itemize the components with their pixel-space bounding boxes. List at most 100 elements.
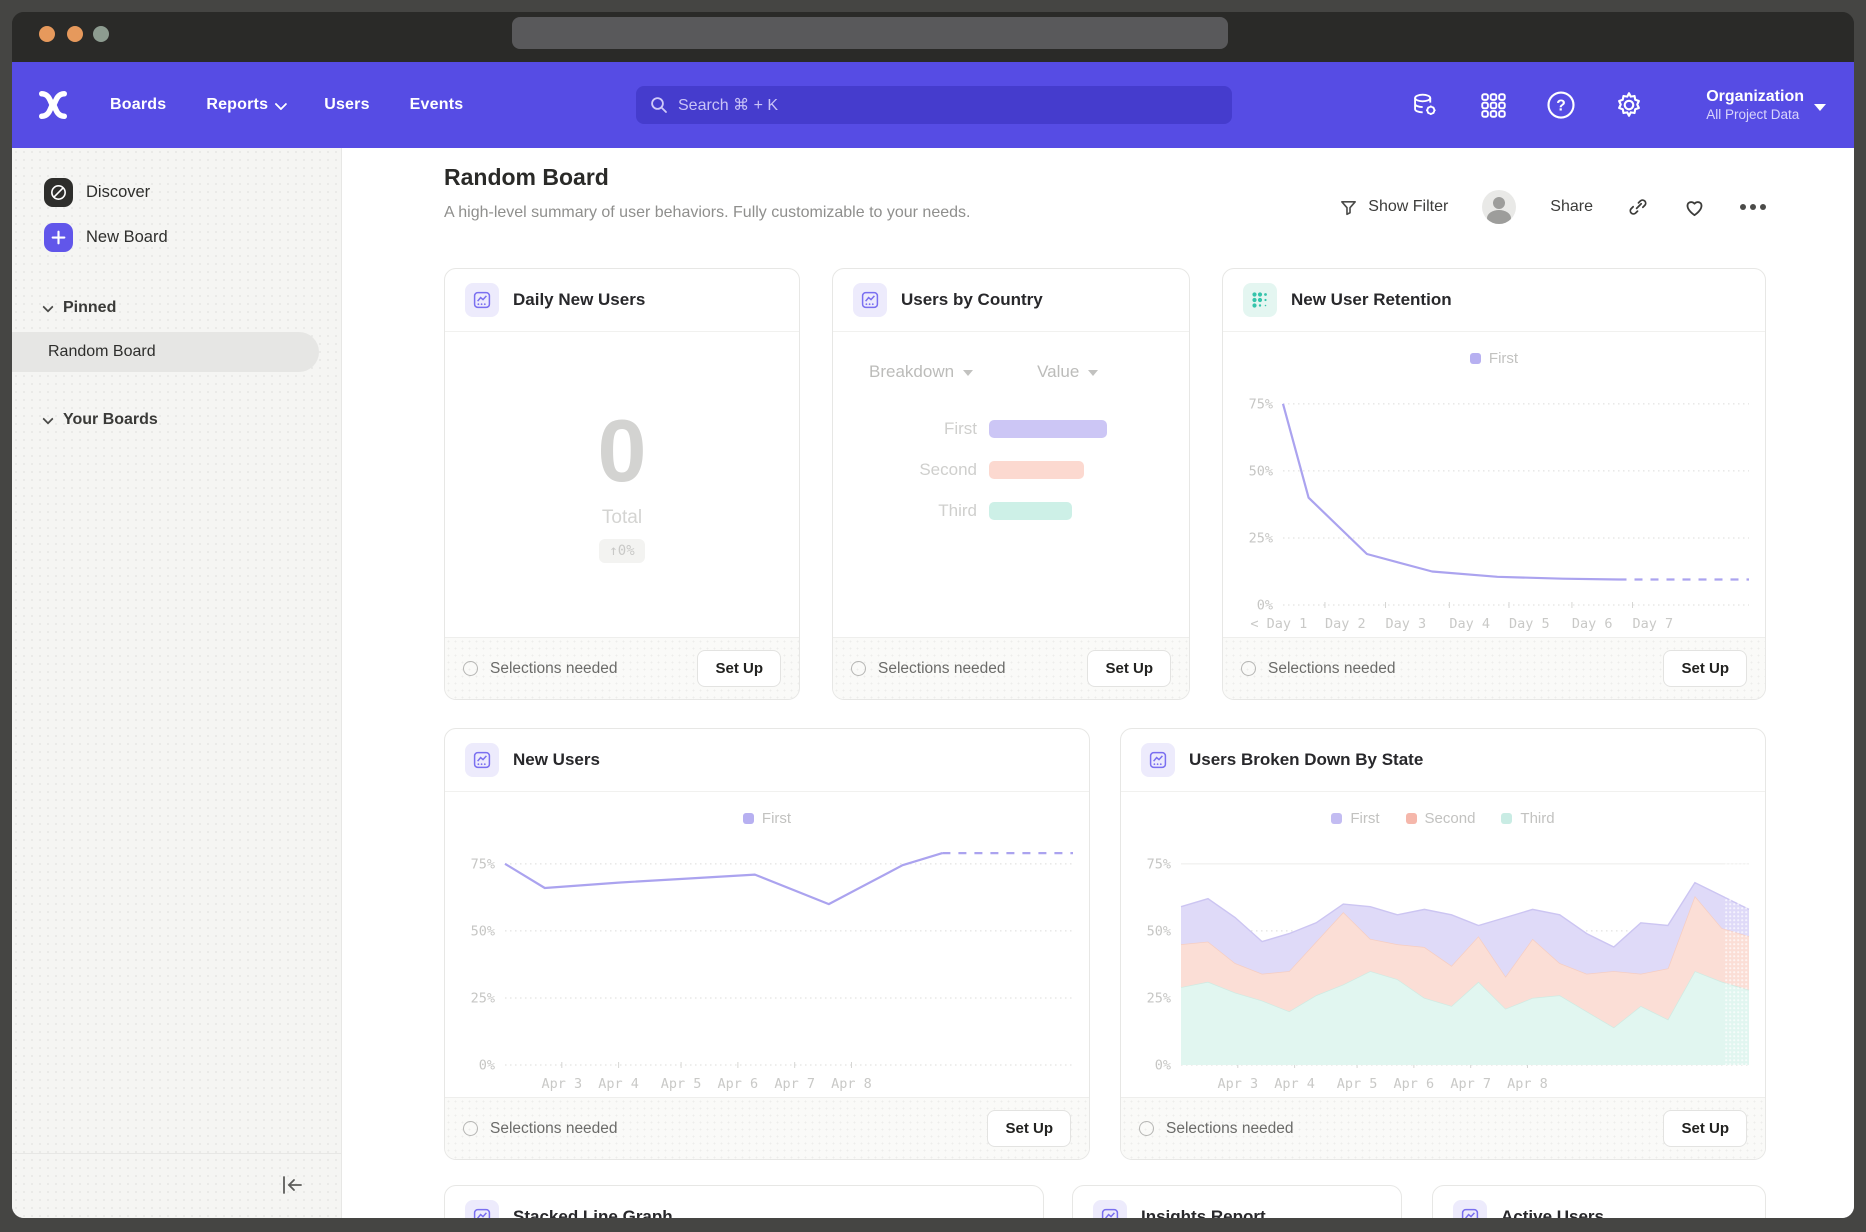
legend-label: First [1350, 810, 1379, 827]
traffic-light-minimize[interactable] [67, 26, 83, 42]
avatar[interactable] [1482, 190, 1516, 224]
bar-first [989, 420, 1107, 438]
breakdown-dropdown[interactable]: Breakdown [869, 362, 973, 382]
legend-label: First [1489, 350, 1518, 367]
breakdown-label: Breakdown [869, 362, 954, 382]
card-title: Daily New Users [513, 290, 645, 310]
chevron-down-icon [42, 413, 53, 424]
bar-label: Second [833, 460, 989, 480]
set-up-button[interactable]: Set Up [1663, 650, 1747, 687]
sidebar-item-new-board[interactable]: New Board [12, 215, 341, 260]
url-bar[interactable] [512, 17, 1228, 49]
retention-line-chart: 0%25%50%75%< Day 1Day 2Day 3Day 4Day 5Da… [1223, 367, 1765, 637]
card-title: Insights Report [1141, 1207, 1266, 1218]
sidebar-section-your-boards[interactable]: Your Boards [12, 402, 341, 438]
nav-item-label: Reports [206, 96, 268, 114]
show-filter-button[interactable]: Show Filter [1339, 198, 1448, 217]
card-daily-new-users: Daily New Users 0 Total ↑0% Selections n… [444, 268, 800, 700]
nav-item-users[interactable]: Users [324, 96, 369, 114]
chevron-down-icon [275, 97, 288, 110]
svg-text:Apr 4: Apr 4 [598, 1076, 639, 1092]
svg-text:Day 6: Day 6 [1572, 616, 1613, 632]
card-footer: Selections needed Set Up [1223, 637, 1765, 699]
insights-chart-icon [853, 283, 887, 317]
legend-swatch [1470, 353, 1481, 364]
board-actions: Show Filter Share [1339, 190, 1766, 224]
settings-gear-icon[interactable] [1614, 90, 1644, 120]
svg-text:Apr 8: Apr 8 [831, 1076, 872, 1092]
value-label: Value [1037, 362, 1079, 382]
nav-menu: Boards Reports Users Events [110, 96, 463, 114]
sidebar-item-random-board[interactable]: Random Board [12, 332, 319, 372]
legend-item: First [743, 810, 791, 827]
insights-chart-icon [1141, 743, 1175, 777]
sidebar-collapse-icon[interactable] [277, 1170, 307, 1200]
svg-text:Apr 4: Apr 4 [1274, 1076, 1315, 1092]
chart-legend: First [445, 810, 1089, 827]
svg-text:75%: 75% [1147, 856, 1171, 872]
nav-item-reports[interactable]: Reports [206, 96, 284, 114]
favorite-heart-icon[interactable] [1683, 196, 1706, 219]
svg-text:Apr 5: Apr 5 [661, 1076, 702, 1092]
app-window: Boards Reports Users Events Search ⌘ + K [12, 12, 1854, 1218]
status-circle-icon [1241, 661, 1256, 676]
set-up-button[interactable]: Set Up [987, 1110, 1071, 1147]
more-options-icon[interactable] [1740, 204, 1766, 210]
plus-icon [44, 223, 73, 252]
status-text: Selections needed [490, 660, 618, 678]
legend-label: First [762, 810, 791, 827]
page-subtitle: A high-level summary of user behaviors. … [444, 204, 970, 222]
board-content: Random Board A high-level summary of use… [342, 148, 1854, 1218]
stacked-area-chart: 0%25%50%75%Apr 3Apr 4Apr 5Apr 6Apr 7Apr … [1121, 827, 1765, 1097]
card-title: Users by Country [901, 290, 1043, 310]
copy-link-icon[interactable] [1627, 196, 1649, 218]
card-header: Insights Report [1073, 1186, 1401, 1218]
svg-text:75%: 75% [1249, 396, 1273, 412]
legend-item: Second [1406, 810, 1476, 827]
sidebar-item-discover[interactable]: Discover [12, 148, 341, 215]
card-new-users: New Users First 0%25%50%75%Apr 3Apr 4Apr… [444, 728, 1090, 1160]
svg-text:Apr 6: Apr 6 [1394, 1076, 1435, 1092]
set-up-button[interactable]: Set Up [697, 650, 781, 687]
nav-item-boards[interactable]: Boards [110, 96, 166, 114]
status-circle-icon [851, 661, 866, 676]
card-users-by-state: Users Broken Down By State First Second … [1120, 728, 1766, 1160]
window-titlebar [12, 12, 1854, 62]
status-circle-icon [463, 661, 478, 676]
card-footer: Selections needed Set Up [833, 637, 1189, 699]
data-management-icon[interactable] [1410, 90, 1440, 120]
bar-third [989, 502, 1072, 520]
caret-down-icon [1088, 370, 1098, 376]
show-filter-label: Show Filter [1368, 198, 1448, 216]
bar-label: First [833, 419, 989, 439]
legend-item: First [1331, 810, 1379, 827]
org-switcher[interactable]: Organization All Project Data [1706, 87, 1826, 124]
svg-text:Apr 7: Apr 7 [1450, 1076, 1491, 1092]
filter-icon [1339, 198, 1358, 217]
sidebar-section-label: Your Boards [63, 411, 158, 429]
sidebar-footer-divider [12, 1153, 341, 1154]
help-icon[interactable]: ? [1546, 90, 1576, 120]
traffic-light-close[interactable] [39, 26, 55, 42]
svg-text:Apr 5: Apr 5 [1337, 1076, 1378, 1092]
top-nav: Boards Reports Users Events Search ⌘ + K [12, 62, 1854, 148]
card-stacked-line-graph: Stacked Line Graph [444, 1185, 1044, 1218]
search-input[interactable]: Search ⌘ + K [636, 86, 1232, 124]
insights-chart-icon [465, 283, 499, 317]
compass-icon [44, 178, 73, 207]
mixpanel-logo-icon[interactable] [38, 90, 68, 120]
apps-grid-icon[interactable] [1478, 90, 1508, 120]
set-up-button[interactable]: Set Up [1087, 650, 1171, 687]
card-active-users: Active Users [1432, 1185, 1766, 1218]
traffic-light-zoom[interactable] [93, 26, 109, 42]
value-dropdown[interactable]: Value [1037, 362, 1098, 382]
nav-item-events[interactable]: Events [410, 96, 464, 114]
set-up-button[interactable]: Set Up [1663, 1110, 1747, 1147]
retention-grid-icon [1243, 283, 1277, 317]
sidebar-section-pinned[interactable]: Pinned [12, 290, 341, 326]
svg-text:75%: 75% [471, 856, 495, 872]
share-button[interactable]: Share [1550, 198, 1593, 216]
chart-legend: First Second Third [1121, 810, 1765, 827]
nav-item-label: Events [410, 96, 464, 114]
status-circle-icon [1139, 1121, 1154, 1136]
